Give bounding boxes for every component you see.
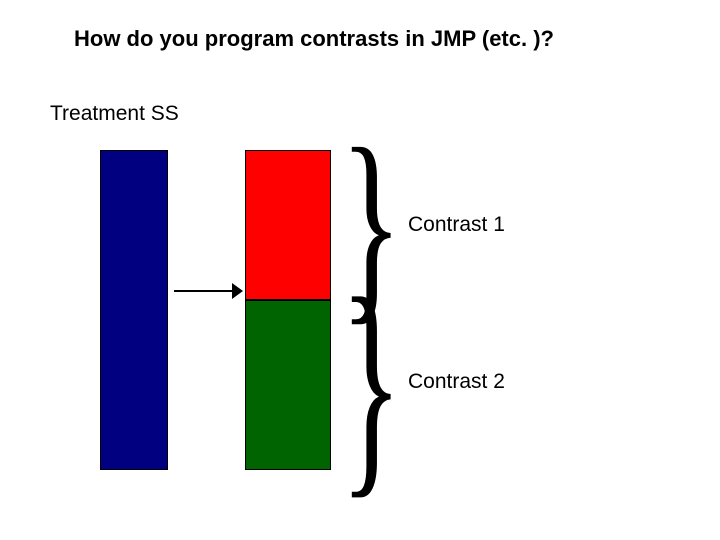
page-title: How do you program contrasts in JMP (etc… bbox=[74, 26, 554, 52]
treatment-ss-label: Treatment SS bbox=[50, 102, 179, 126]
contrast2-label: Contrast 2 bbox=[408, 370, 505, 394]
contrast1-bar bbox=[245, 150, 331, 300]
treatment-bar bbox=[100, 150, 168, 470]
contrast2-bar bbox=[245, 300, 331, 470]
brace-icon: } bbox=[340, 300, 402, 470]
contrast1-label: Contrast 1 bbox=[408, 213, 505, 237]
